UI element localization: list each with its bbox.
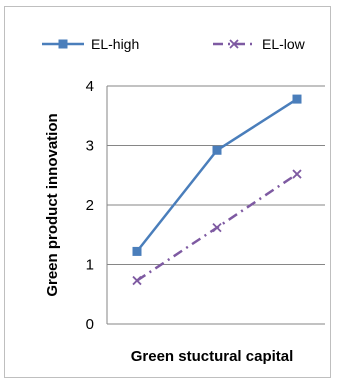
y-tick-labels: 0 1 2 3 4 (86, 78, 94, 333)
series-el-low (132, 169, 302, 286)
data-point (292, 169, 302, 179)
legend-item: EL-low (213, 36, 306, 52)
y-tick-label: 1 (86, 257, 94, 274)
chart-frame (4, 6, 331, 378)
legend-item: EL-high (42, 36, 139, 52)
data-point (292, 94, 302, 104)
y-tick-label: 3 (86, 138, 94, 155)
series-el-high (132, 94, 302, 256)
y-tick-label: 2 (86, 197, 94, 214)
gridlines (107, 85, 325, 265)
series-layer (132, 94, 302, 286)
legend: EL-high EL-low (42, 36, 306, 52)
legend-marker (58, 39, 68, 49)
data-point (132, 246, 142, 256)
legend-label: EL-low (262, 36, 306, 52)
y-axis-title: Green product innovation (44, 113, 61, 296)
data-point (212, 145, 222, 155)
y-tick-label: 4 (86, 78, 94, 95)
y-tick-label: 0 (86, 316, 94, 333)
legend-marker (229, 39, 239, 49)
legend-label: EL-high (91, 36, 139, 52)
data-point (212, 222, 222, 233)
data-point (132, 275, 142, 286)
x-axis-title: Green stuctural capital (131, 348, 294, 365)
